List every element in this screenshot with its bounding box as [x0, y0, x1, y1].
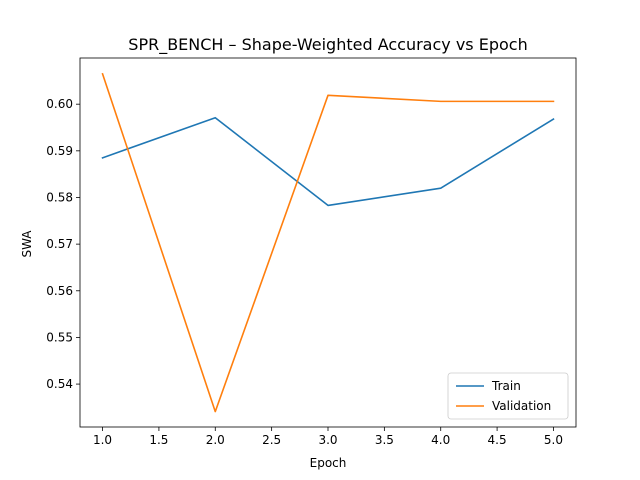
x-tick-label: 2.0: [206, 433, 225, 447]
y-axis-label: SWA: [20, 230, 34, 258]
x-tick-label: 1.0: [93, 433, 112, 447]
x-tick-label: 4.5: [488, 433, 507, 447]
y-tick-label: 0.57: [46, 237, 73, 251]
x-tick-label: 3.0: [318, 433, 337, 447]
x-axis-ticks: 1.0 1.5 2.0 2.5 3.0 3.5 4.0 4.5 5.0: [93, 427, 563, 447]
y-axis-ticks: 0.54 0.55 0.56 0.57 0.58 0.59 0.60: [46, 97, 80, 391]
y-tick-label: 0.58: [46, 190, 73, 204]
chart-title: SPR_BENCH – Shape-Weighted Accuracy vs E…: [128, 35, 527, 55]
y-tick-label: 0.59: [46, 144, 73, 158]
y-tick-label: 0.55: [46, 330, 73, 344]
x-tick-label: 3.5: [375, 433, 394, 447]
legend-label-validation: Validation: [492, 399, 551, 413]
x-tick-label: 1.5: [149, 433, 168, 447]
legend-box: [447, 372, 569, 420]
series-line-validation: [101, 72, 555, 413]
legend: Train Validation: [447, 372, 569, 420]
y-tick-label: 0.60: [46, 97, 73, 111]
legend-label-train: Train: [491, 379, 521, 393]
x-tick-label: 2.5: [262, 433, 281, 447]
series-line-train: [101, 116, 555, 207]
plot-frame: [79, 57, 577, 428]
y-tick-label: 0.54: [46, 377, 73, 391]
x-tick-label: 4.0: [431, 433, 450, 447]
plot-area: [79, 57, 577, 428]
x-tick-label: 5.0: [544, 433, 563, 447]
y-tick-label: 0.56: [46, 284, 73, 298]
x-axis-label: Epoch: [310, 456, 347, 470]
